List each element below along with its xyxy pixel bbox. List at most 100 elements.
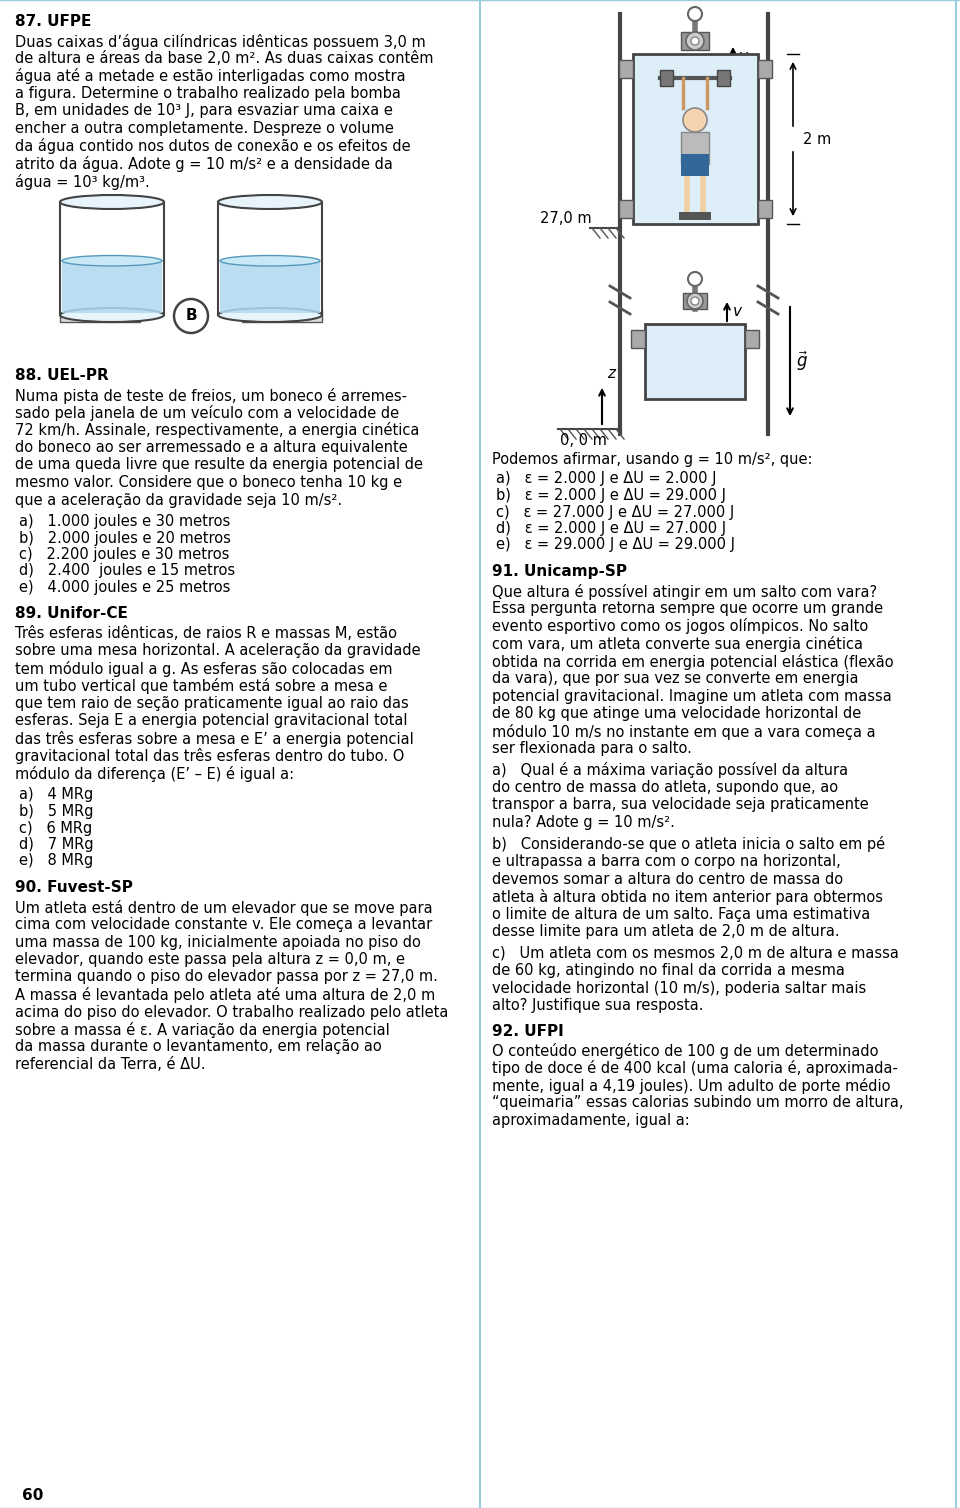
Text: água = 10³ kg/m³.: água = 10³ kg/m³. (15, 173, 150, 190)
Text: Três esferas idênticas, de raios R e massas M, estão: Três esferas idênticas, de raios R e mas… (15, 626, 397, 641)
Ellipse shape (60, 308, 164, 323)
Text: v: v (739, 48, 748, 63)
Bar (631, 330, 645, 348)
Text: desse limite para um atleta de 2,0 m de altura.: desse limite para um atleta de 2,0 m de … (492, 924, 840, 939)
Circle shape (686, 32, 704, 50)
Text: ser flexionada para o salto.: ser flexionada para o salto. (492, 740, 692, 756)
Text: Numa pista de teste de freios, um boneco é arremes-: Numa pista de teste de freios, um boneco… (15, 388, 407, 404)
Bar (681, 32, 709, 50)
Text: que a aceleração da gravidade seja 10 m/s².: que a aceleração da gravidade seja 10 m/… (15, 493, 342, 508)
Text: gravitacional total das três esferas dentro do tubo. O: gravitacional total das três esferas den… (15, 748, 404, 765)
Text: de 60 kg, atingindo no final da corrida a mesma: de 60 kg, atingindo no final da corrida … (492, 964, 845, 979)
Circle shape (174, 299, 208, 333)
Text: atleta à altura obtida no item anterior para obtermos: atleta à altura obtida no item anterior … (492, 890, 883, 905)
Bar (619, 60, 633, 78)
Text: atrito da água. Adote g = 10 m/s² e a densidade da: atrito da água. Adote g = 10 m/s² e a de… (15, 155, 393, 172)
Text: elevador, quando este passa pela altura z = 0,0 m, e: elevador, quando este passa pela altura … (15, 952, 405, 967)
Bar (633, 54, 758, 225)
Text: b)   5 MRg: b) 5 MRg (19, 804, 93, 819)
Bar (645, 324, 745, 400)
Text: e)   8 MRg: e) 8 MRg (19, 854, 93, 869)
Text: 91. Unicamp-SP: 91. Unicamp-SP (492, 564, 627, 579)
Text: obtida na corrida em energia potencial elástica (flexão: obtida na corrida em energia potencial e… (492, 653, 894, 670)
Text: alto? Justifique sua resposta.: alto? Justifique sua resposta. (492, 998, 704, 1013)
Text: c)   6 MRg: c) 6 MRg (19, 820, 92, 835)
Circle shape (691, 38, 699, 45)
Text: sado pela janela de um veículo com a velocidade de: sado pela janela de um veículo com a vel… (15, 406, 399, 421)
Text: Um atleta está dentro de um elevador que se move para: Um atleta está dentro de um elevador que… (15, 899, 433, 915)
Circle shape (687, 293, 703, 309)
Text: b)   2.000 joules e 20 metros: b) 2.000 joules e 20 metros (19, 531, 230, 546)
Text: água até a metade e estão interligadas como mostra: água até a metade e estão interligadas c… (15, 68, 406, 84)
Text: e ultrapassa a barra com o corpo na horizontal,: e ultrapassa a barra com o corpo na hori… (492, 854, 841, 869)
Bar (60, 202, 164, 315)
Text: 2 m: 2 m (803, 131, 831, 146)
Text: das três esferas sobre a mesa e E’ a energia potencial: das três esferas sobre a mesa e E’ a ene… (15, 731, 414, 746)
Bar (218, 202, 322, 315)
Text: tipo de doce é de 400 kcal (uma caloria é, aproximada-: tipo de doce é de 400 kcal (uma caloria … (492, 1060, 898, 1077)
Text: cima com velocidade constante v. Ele começa a levantar: cima com velocidade constante v. Ele com… (15, 917, 432, 932)
Text: com vara, um atleta converte sua energia cinética: com vara, um atleta converte sua energia… (492, 636, 863, 651)
Text: de uma queda livre que resulte da energia potencial de: de uma queda livre que resulte da energi… (15, 457, 423, 472)
Bar (679, 213, 695, 220)
Text: d)   2.400  joules e 15 metros: d) 2.400 joules e 15 metros (19, 564, 235, 579)
Text: do centro de massa do atleta, supondo que, ao: do centro de massa do atleta, supondo qu… (492, 780, 838, 795)
Text: O conteúdo energético de 100 g de um determinado: O conteúdo energético de 100 g de um det… (492, 1044, 878, 1059)
Text: a)   ε = 2.000 J e ΔU = 2.000 J: a) ε = 2.000 J e ΔU = 2.000 J (496, 472, 716, 487)
Bar (619, 201, 633, 219)
Text: B: B (185, 309, 197, 324)
Text: a)   4 MRg: a) 4 MRg (19, 787, 93, 802)
Text: 0, 0 m: 0, 0 m (560, 433, 607, 448)
Bar (745, 330, 759, 348)
Text: b)   ε = 2.000 J e ΔU = 29.000 J: b) ε = 2.000 J e ΔU = 29.000 J (496, 489, 726, 504)
Text: evento esportivo como os jogos olímpicos. No salto: evento esportivo como os jogos olímpicos… (492, 618, 868, 635)
Bar (62, 261, 162, 314)
Text: sobre uma mesa horizontal. A aceleração da gravidade: sobre uma mesa horizontal. A aceleração … (15, 644, 420, 659)
Text: 27,0 m: 27,0 m (540, 211, 591, 226)
Text: 89. Unifor-CE: 89. Unifor-CE (15, 606, 128, 621)
Text: mente, igual a 4,19 joules). Um adulto de porte médio: mente, igual a 4,19 joules). Um adulto d… (492, 1078, 891, 1093)
Text: o limite de altura de um salto. Faça uma estimativa: o limite de altura de um salto. Faça uma… (492, 906, 871, 921)
Text: a)   Qual é a máxima variação possível da altura: a) Qual é a máxima variação possível da … (492, 763, 848, 778)
Text: 60: 60 (22, 1488, 43, 1503)
Text: Essa pergunta retorna sempre que ocorre um grande: Essa pergunta retorna sempre que ocorre … (492, 602, 883, 615)
Text: e)   4.000 joules e 25 metros: e) 4.000 joules e 25 metros (19, 581, 230, 596)
Text: tem módulo igual a g. As esferas são colocadas em: tem módulo igual a g. As esferas são col… (15, 661, 393, 677)
Bar (717, 69, 730, 86)
Text: Que altura é possível atingir em um salto com vara?: Que altura é possível atingir em um salt… (492, 584, 877, 600)
Bar (695, 213, 711, 220)
Text: mesmo valor. Considere que o boneco tenha 10 kg e: mesmo valor. Considere que o boneco tenh… (15, 475, 402, 490)
Text: devemos somar a altura do centro de massa do: devemos somar a altura do centro de mass… (492, 872, 843, 887)
Text: nula? Adote g = 10 m/s².: nula? Adote g = 10 m/s². (492, 814, 675, 829)
Text: 87. UFPE: 87. UFPE (15, 14, 91, 29)
Text: de altura e áreas da base 2,0 m². As duas caixas contêm: de altura e áreas da base 2,0 m². As dua… (15, 51, 434, 66)
Text: um tubo vertical que também está sobre a mesa e: um tubo vertical que também está sobre a… (15, 679, 388, 695)
Text: a figura. Determine o trabalho realizado pela bomba: a figura. Determine o trabalho realizado… (15, 86, 401, 101)
Text: e)   ε = 29.000 J e ΔU = 29.000 J: e) ε = 29.000 J e ΔU = 29.000 J (496, 537, 735, 552)
Ellipse shape (218, 195, 322, 210)
Text: velocidade horizontal (10 m/s), poderia saltar mais: velocidade horizontal (10 m/s), poderia … (492, 980, 866, 995)
Text: uma massa de 100 kg, inicialmente apoiada no piso do: uma massa de 100 kg, inicialmente apoiad… (15, 935, 420, 950)
Ellipse shape (218, 308, 322, 323)
Text: transpor a barra, sua velocidade seja praticamente: transpor a barra, sua velocidade seja pr… (492, 798, 869, 813)
Text: b)   Considerando-se que o atleta inicia o salto em pé: b) Considerando-se que o atleta inicia o… (492, 837, 885, 852)
Text: c)   2.200 joules e 30 metros: c) 2.200 joules e 30 metros (19, 547, 229, 562)
Text: módulo 10 m/s no instante em que a vara começa a: módulo 10 m/s no instante em que a vara … (492, 724, 876, 739)
Text: 92. UFPI: 92. UFPI (492, 1024, 564, 1039)
Text: encher a outra completamente. Despreze o volume: encher a outra completamente. Despreze o… (15, 121, 394, 136)
Bar (242, 311, 322, 323)
Text: de 80 kg que atinge uma velocidade horizontal de: de 80 kg que atinge uma velocidade horiz… (492, 706, 861, 721)
Text: z: z (607, 366, 615, 382)
Bar (758, 201, 772, 219)
Text: da massa durante o levantamento, em relação ao: da massa durante o levantamento, em rela… (15, 1039, 382, 1054)
Text: 90. Fuvest-SP: 90. Fuvest-SP (15, 881, 132, 896)
Text: referencial da Terra, é ΔU.: referencial da Terra, é ΔU. (15, 1057, 205, 1072)
Text: 88. UEL-PR: 88. UEL-PR (15, 368, 108, 383)
Bar (660, 69, 673, 86)
Text: d)   7 MRg: d) 7 MRg (19, 837, 94, 852)
Ellipse shape (60, 195, 164, 210)
Circle shape (688, 271, 702, 287)
Text: que tem raio de seção praticamente igual ao raio das: que tem raio de seção praticamente igual… (15, 697, 409, 710)
Text: c)   ε = 27.000 J e ΔU = 27.000 J: c) ε = 27.000 J e ΔU = 27.000 J (496, 505, 734, 519)
Text: do boneco ao ser arremessado e a altura equivalente: do boneco ao ser arremessado e a altura … (15, 440, 408, 455)
